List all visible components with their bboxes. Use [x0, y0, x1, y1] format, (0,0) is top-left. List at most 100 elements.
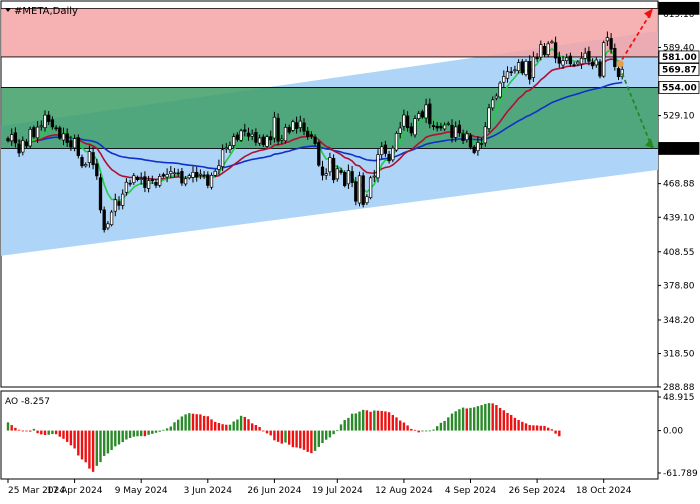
ao-y-tick-label: -61.789 — [663, 469, 698, 479]
ao-bar — [539, 425, 542, 431]
ao-bar — [339, 424, 343, 431]
candle-body — [331, 158, 336, 181]
candle-body — [528, 60, 532, 80]
candle-body — [391, 147, 395, 161]
ao-y-tick-label: 0.00 — [663, 427, 683, 437]
candle-body — [106, 223, 110, 229]
candle-body — [394, 132, 399, 151]
ao-bar — [51, 430, 54, 435]
candle-body — [524, 60, 528, 76]
ao-bar — [206, 416, 209, 431]
ao-bar — [350, 413, 354, 431]
candle-body — [339, 170, 343, 173]
ao-bar — [262, 430, 265, 432]
x-tick-label: 26 Jun 2024 — [247, 486, 301, 496]
candle-body — [328, 157, 332, 173]
candle-body — [21, 140, 25, 153]
ao-bar — [436, 426, 439, 431]
candle-body — [87, 151, 92, 163]
ao-bar — [121, 430, 124, 443]
candle-body — [24, 142, 29, 147]
candle-body — [65, 133, 69, 143]
ao-bar — [269, 430, 272, 436]
candle-body — [43, 114, 47, 129]
candle-body — [542, 46, 547, 55]
candle-body — [72, 138, 77, 149]
ao-bar — [128, 430, 132, 438]
candle-body — [165, 174, 169, 178]
ao-bar — [247, 419, 250, 431]
ao-bar — [251, 423, 254, 431]
candle-body — [494, 95, 499, 99]
candle-body — [161, 174, 166, 177]
candle-body — [605, 37, 610, 42]
ao-bar — [450, 413, 454, 431]
ao-bar — [191, 413, 195, 431]
candle-body — [361, 175, 365, 205]
candle-body — [472, 146, 476, 153]
ao-bar — [528, 425, 531, 431]
ao-bar — [354, 413, 357, 431]
candle-body — [269, 136, 273, 141]
candle-body — [124, 181, 129, 193]
ao-bar — [32, 428, 36, 431]
candle-body — [590, 61, 595, 67]
candle-body — [572, 64, 576, 67]
ao-bar — [328, 430, 332, 438]
candle-body — [276, 117, 280, 142]
ao-bar — [506, 412, 509, 431]
candle-body — [609, 38, 613, 50]
candle-body — [32, 127, 36, 138]
candle-body — [213, 170, 217, 176]
candle-body — [69, 140, 73, 148]
ao-bar — [424, 430, 428, 432]
ao-bar — [347, 417, 350, 431]
ao-bar — [276, 430, 280, 442]
ao-bar — [73, 430, 76, 449]
ao-bar — [180, 416, 184, 431]
candle-body — [117, 201, 121, 206]
candle-body — [6, 138, 10, 142]
price-label-box — [658, 142, 700, 155]
candle-body — [372, 175, 376, 178]
candle-body — [158, 176, 162, 186]
candle-body — [491, 99, 495, 109]
ao-label: AO -8.257 — [5, 397, 50, 407]
candle-body — [17, 143, 21, 154]
candle-body — [109, 211, 114, 226]
candle-body — [509, 71, 513, 74]
ao-bar — [232, 421, 235, 431]
ao-bar — [273, 430, 276, 441]
candle-body — [143, 176, 147, 188]
candle-body — [516, 62, 521, 72]
candle-body — [417, 113, 421, 119]
ao-bar — [336, 430, 339, 432]
candle-body — [246, 132, 251, 137]
candle-body — [84, 164, 88, 167]
ao-bar — [495, 405, 498, 431]
triangle-down-icon[interactable] — [5, 8, 11, 12]
candle-body — [587, 51, 591, 62]
candle-body — [454, 126, 458, 138]
candle-body — [206, 174, 210, 186]
price-label-box — [658, 81, 700, 94]
candle-body — [35, 126, 40, 139]
candle-body — [431, 125, 436, 127]
ao-bar — [80, 430, 84, 460]
candle-body — [435, 125, 439, 129]
candle-body — [47, 114, 51, 122]
candle-body — [176, 172, 180, 175]
x-tick-label: 19 Jul 2024 — [312, 486, 363, 496]
ao-bar — [106, 430, 110, 454]
candle-body — [320, 166, 325, 176]
candle-body — [317, 142, 321, 166]
ao-bar — [343, 420, 346, 431]
x-tick-label: 25 Mar 2024 — [8, 486, 65, 496]
candle-body — [598, 61, 602, 77]
ao-bar — [91, 430, 95, 472]
ao-bar — [165, 428, 169, 431]
candle-body — [613, 47, 617, 67]
candle-body — [420, 111, 425, 118]
candle-body — [343, 172, 347, 186]
ao-bar — [184, 414, 187, 431]
